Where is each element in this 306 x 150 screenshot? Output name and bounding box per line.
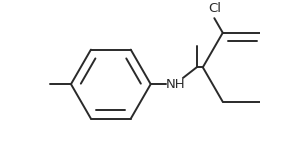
Text: NH: NH (166, 78, 185, 91)
Text: Cl: Cl (208, 2, 221, 15)
